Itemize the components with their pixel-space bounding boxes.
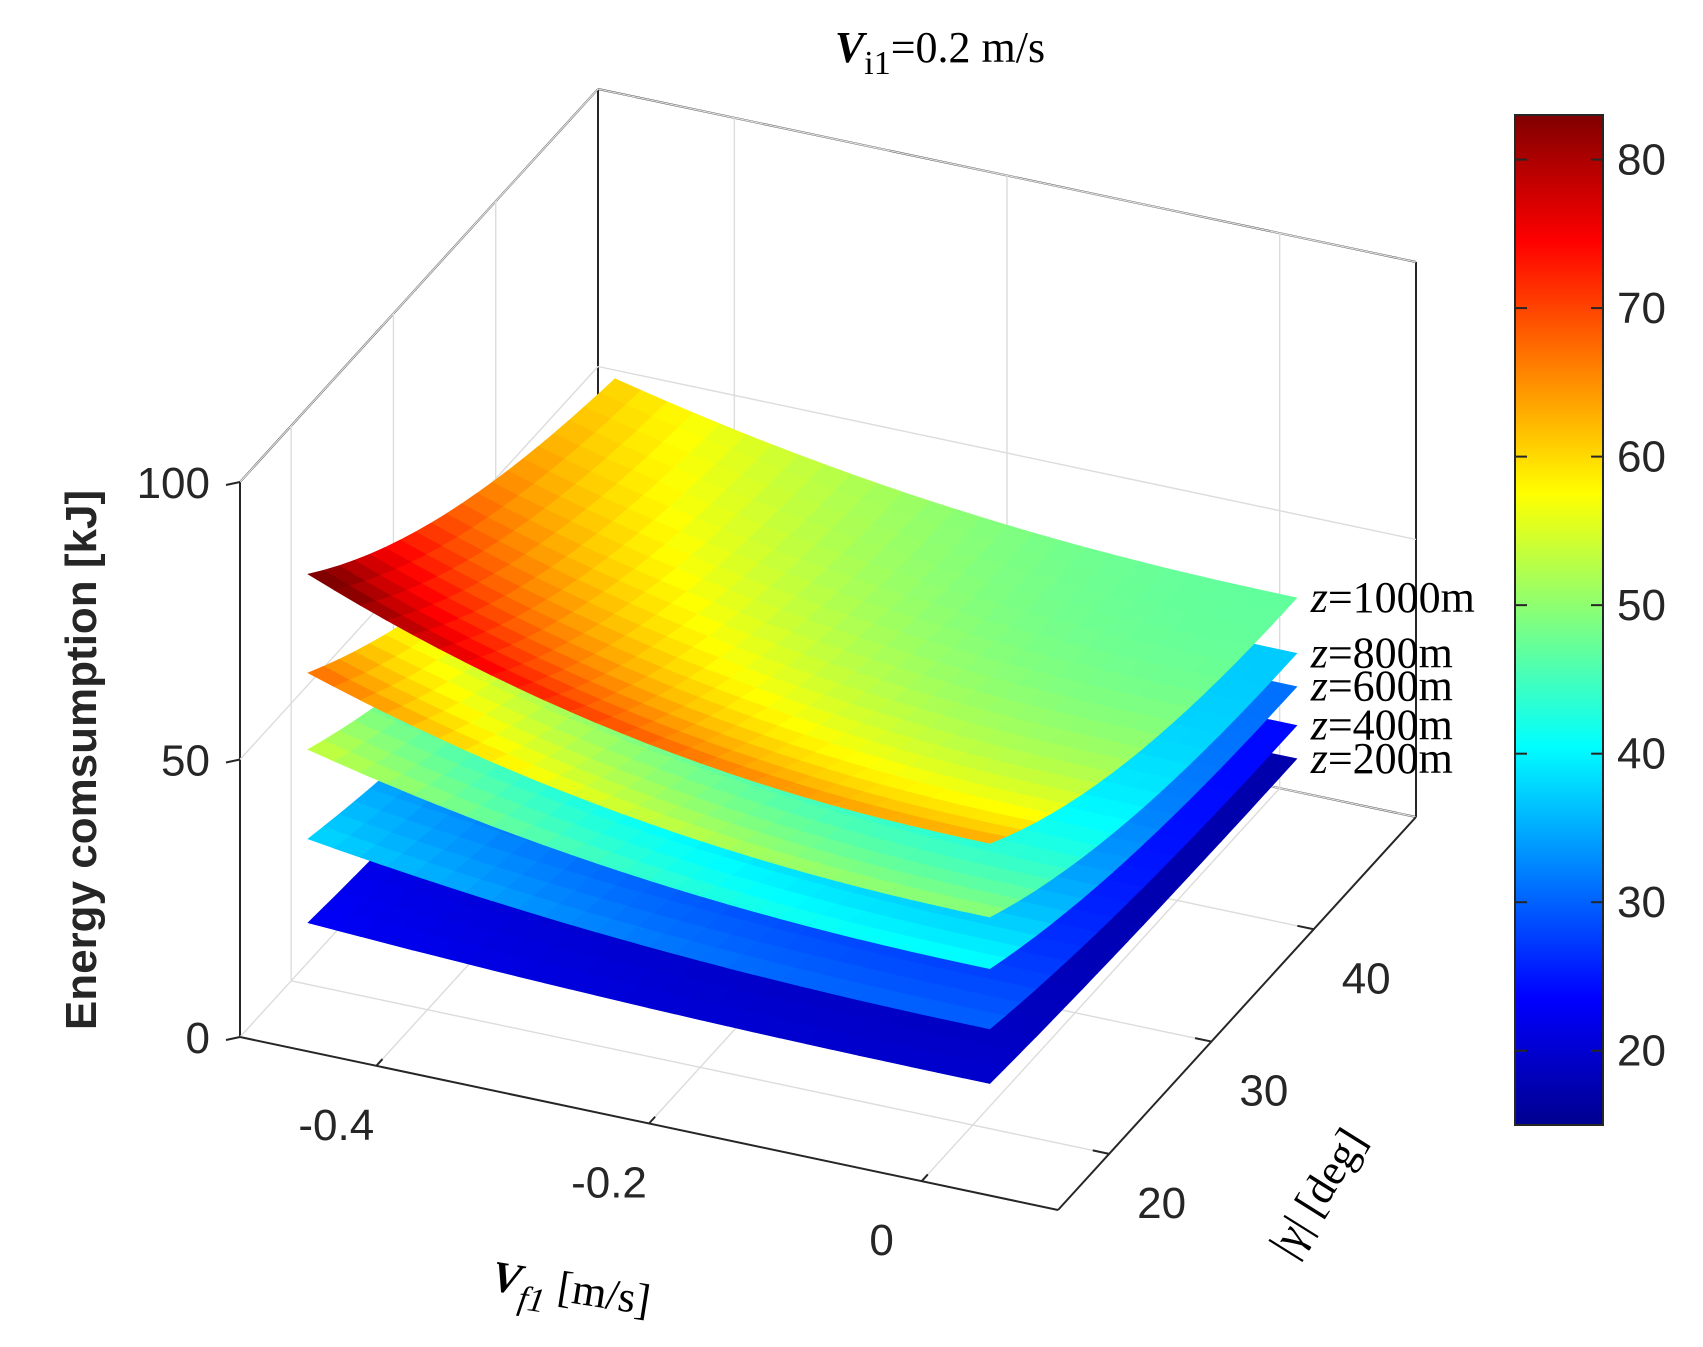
colorbar-ticks: 20 30 40 50 60 70 80: [1515, 136, 1666, 1076]
z-tick: [225, 758, 241, 764]
colorbar-tick-label: 40: [1617, 730, 1666, 779]
surface-label-1000m: z=1000m: [1310, 573, 1475, 622]
z-tick-label: 0: [186, 1014, 210, 1063]
x-label-sub: f1: [516, 1280, 548, 1321]
y-tick-label: 20: [1137, 1179, 1186, 1228]
colorbar-tick-label: 20: [1617, 1027, 1666, 1076]
x-tick-label: -0.4: [298, 1101, 374, 1150]
y-tick-label: 40: [1342, 954, 1391, 1003]
z-tick-label: 100: [137, 459, 210, 508]
z-tick-label: 50: [161, 737, 210, 786]
tick-labels: -0.4 -0.2 0 20 30 40 0 50 100: [137, 459, 1391, 1265]
title-var: V: [835, 23, 868, 72]
z-tick: [225, 1036, 241, 1041]
z-tick: [225, 481, 241, 486]
x-tick: [920, 1173, 929, 1182]
colorbar-tick-label: 50: [1617, 581, 1666, 630]
x-axis-label: Vf1 [m/s]: [487, 1251, 654, 1336]
grid-line: [290, 980, 1110, 1155]
surface-patch: [962, 902, 1007, 918]
surface-label-200m: z=200m: [1310, 734, 1453, 783]
x-tick: [648, 1116, 656, 1125]
grid-line: [597, 88, 1417, 263]
surface-label-400m: z=400m: [1310, 701, 1453, 750]
colorbar-tick-label: 80: [1617, 136, 1666, 185]
y-tick-label: 30: [1239, 1067, 1288, 1116]
surface-patch: [962, 1062, 1007, 1084]
x-tick: [375, 1058, 384, 1067]
x-label-rest: [m/s]: [544, 1260, 654, 1325]
surface-label-800m: z=800m: [1310, 628, 1453, 677]
surface-patch: [962, 952, 1007, 970]
axis-line: [1057, 816, 1417, 1211]
x-tick-label: -0.2: [571, 1159, 647, 1208]
surface-patch: [962, 830, 1007, 844]
z-axis-label: Energy comsumption [kJ]: [57, 490, 106, 1030]
y-tick: [1194, 1037, 1212, 1043]
y-tick: [1297, 924, 1314, 931]
colorbar-tick-label: 70: [1617, 284, 1666, 333]
chart-title: Vi1=0.2 m/s: [835, 23, 1045, 82]
grid-line: [921, 787, 1281, 1182]
y-axis-label: |γ| [deg]: [1260, 1120, 1376, 1265]
grid-line: [239, 88, 599, 483]
y-tick: [1092, 1149, 1110, 1155]
colorbar-tick-label: 30: [1617, 878, 1666, 927]
surface-patch: [962, 1009, 1007, 1030]
title-rest: =0.2 m/s: [891, 23, 1045, 72]
colorbar: [1514, 114, 1604, 1126]
x-tick-label: 0: [869, 1216, 893, 1265]
title-sub: i1: [864, 45, 890, 82]
surface-1000m: [307, 378, 1298, 844]
colorbar-tick-label: 60: [1617, 433, 1666, 482]
surface-label-600m: z=600m: [1310, 662, 1453, 711]
grid-line: [597, 365, 1417, 541]
surfaces: [307, 378, 1298, 1084]
